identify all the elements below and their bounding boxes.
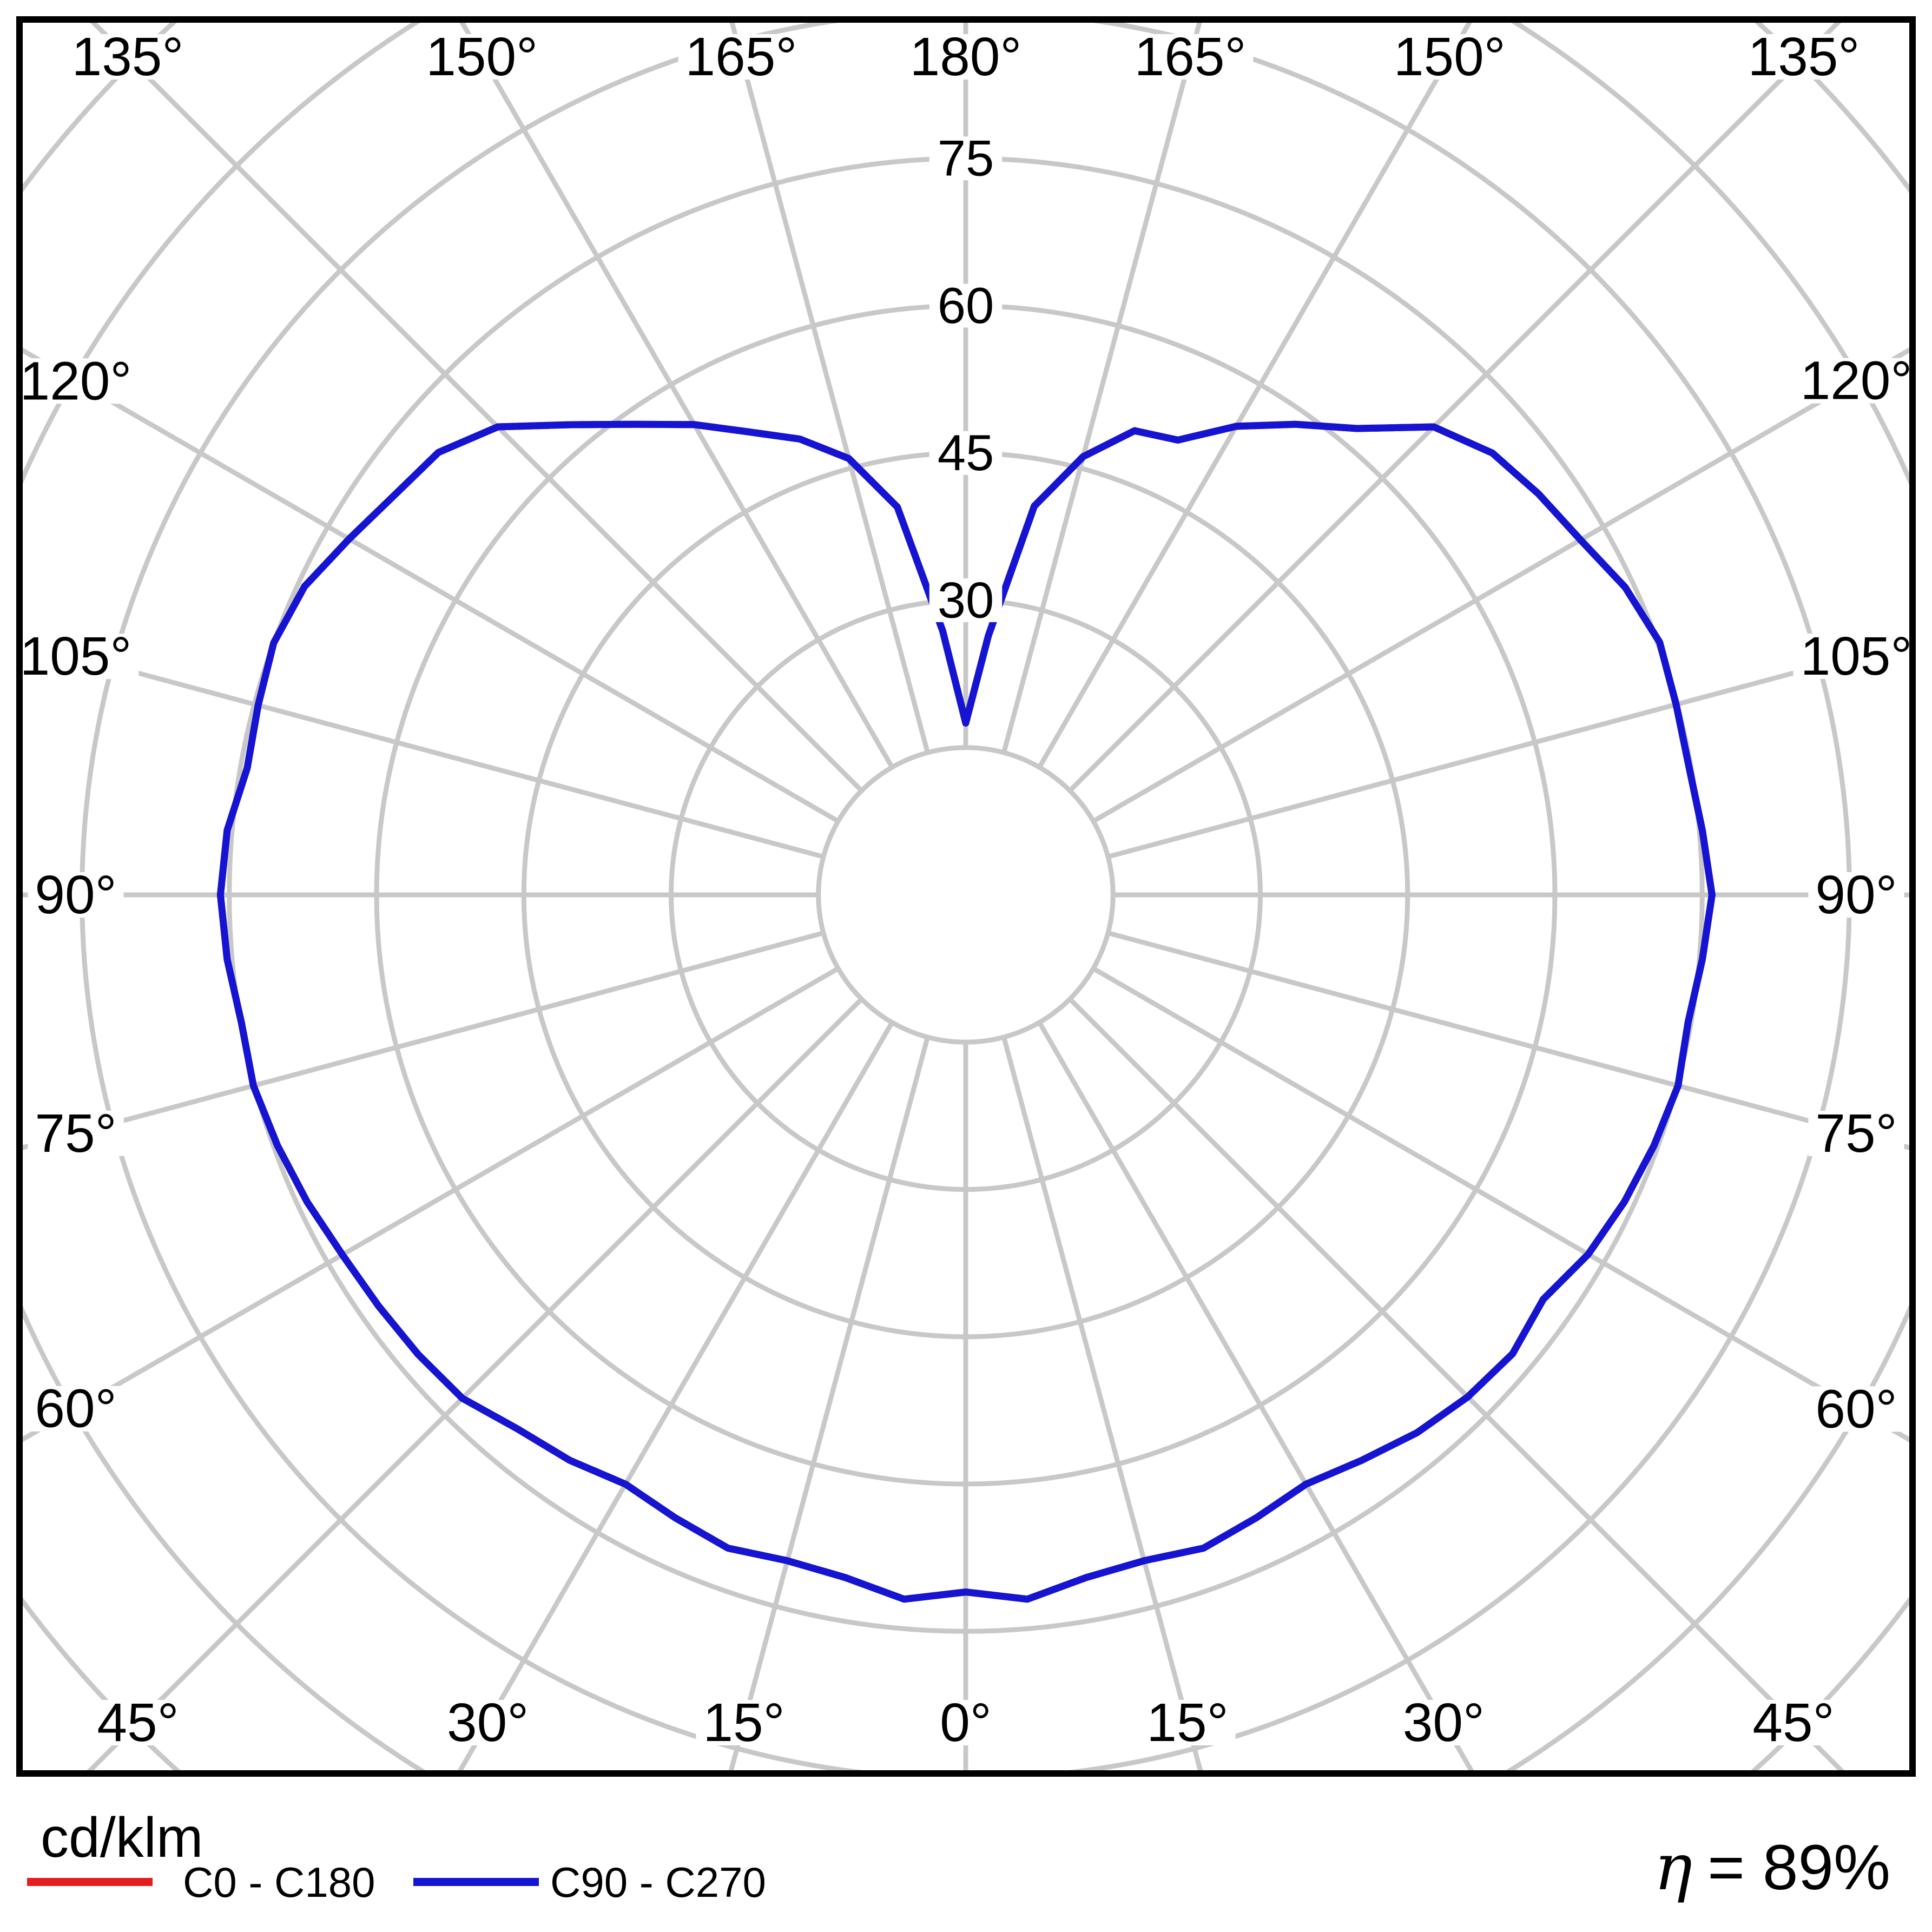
svg-text:15°: 15° [703,1692,784,1753]
svg-text:135°: 135° [1748,27,1860,87]
svg-text:120°: 120° [20,351,132,411]
ring-labels: 30 45 60 75 [929,130,1003,628]
angle-labels: 0° 15° 30° 45° 60° 75° 90° 105° 120° 135° 150° 165°… [12,27,1920,1753]
intensity-curves [216,420,1716,1603]
svg-text:75: 75 [938,130,994,187]
svg-text:60°: 60° [1815,1379,1897,1439]
efficiency-value: = 89% [1707,1832,1890,1903]
legend: C0 - C180 C90 - C270 [27,1858,766,1906]
svg-text:120°: 120° [1801,351,1913,411]
svg-text:180°: 180° [910,27,1022,87]
svg-text:150°: 150° [426,27,538,87]
svg-text:105°: 105° [20,626,132,687]
svg-text:150°: 150° [1394,27,1506,87]
curve-c90-c270 [216,420,1716,1603]
svg-text:15°: 15° [1146,1692,1228,1753]
svg-text:45: 45 [938,424,994,481]
svg-text:0°: 0° [940,1692,992,1753]
legend-swatch-c0-c180 [27,1878,153,1886]
plot-frame [16,16,1916,1777]
svg-text:165°: 165° [1135,27,1247,87]
svg-text:90°: 90° [35,865,116,925]
svg-text:30°: 30° [1403,1692,1485,1753]
svg-text:75°: 75° [1815,1103,1897,1164]
svg-text:45°: 45° [97,1692,179,1753]
svg-text:60: 60 [938,277,994,334]
legend-label-c90-c270: C90 - C270 [550,1858,766,1906]
svg-text:165°: 165° [685,27,797,87]
legend-label-c0-c180: C0 - C180 [183,1858,375,1906]
efficiency-symbol: η [1654,1830,1692,1904]
svg-text:75°: 75° [35,1103,116,1164]
svg-text:135°: 135° [72,27,184,87]
svg-text:30°: 30° [447,1692,529,1753]
svg-text:105°: 105° [1801,626,1913,687]
svg-text:45°: 45° [1752,1692,1834,1753]
legend-swatch-c90-c270 [413,1878,539,1886]
unit-label: cd/klm [41,1806,203,1869]
svg-text:90°: 90° [1815,865,1897,925]
svg-text:60°: 60° [35,1379,116,1439]
svg-text:30: 30 [938,571,994,628]
